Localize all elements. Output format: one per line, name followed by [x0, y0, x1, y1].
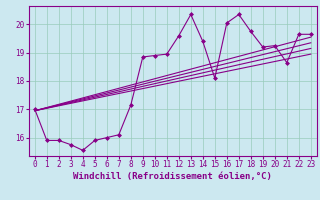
X-axis label: Windchill (Refroidissement éolien,°C): Windchill (Refroidissement éolien,°C)	[73, 172, 272, 181]
